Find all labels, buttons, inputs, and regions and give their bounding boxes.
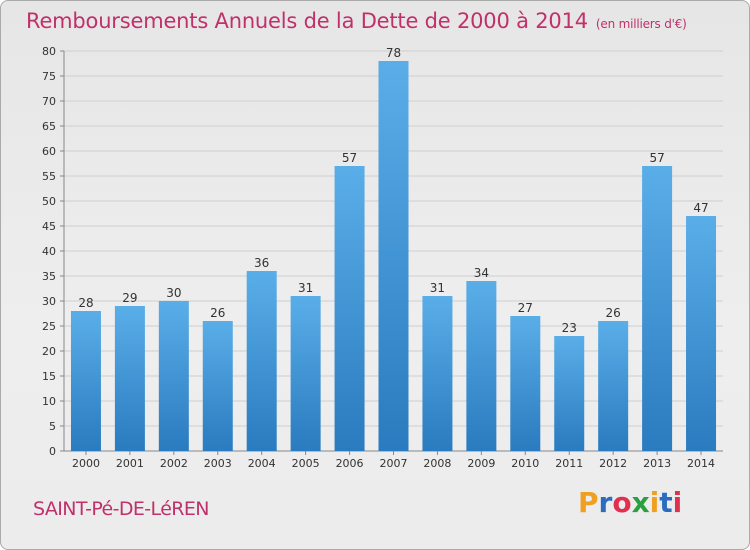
x-tick-label: 2010	[511, 457, 539, 470]
bar-2007	[378, 61, 409, 451]
bar-value-label: 28	[78, 296, 93, 310]
x-tick-label: 2003	[204, 457, 232, 470]
x-tick-label: 2001	[116, 457, 144, 470]
y-tick-label: 55	[42, 170, 56, 183]
x-tick-label: 2014	[687, 457, 715, 470]
location-label: SAINT-Pé-DE-LéREN	[33, 498, 210, 520]
logo-letter: t	[659, 486, 673, 519]
x-tick-label: 2011	[555, 457, 583, 470]
x-tick-label: 2004	[248, 457, 276, 470]
y-tick-label: 20	[42, 345, 56, 358]
y-tick-label: 30	[42, 295, 56, 308]
y-tick-label: 45	[42, 220, 56, 233]
y-tick-label: 60	[42, 145, 56, 158]
logo-letter: P	[578, 486, 599, 519]
labels: 0 5 10 15 20 25 30 35 40 45 50 55 60 65 70 75 80 28 2000 29…	[42, 45, 715, 470]
bar-2011	[554, 336, 585, 451]
proxiti-logo[interactable]: Proxiti	[578, 486, 682, 519]
x-tick-label: 2000	[72, 457, 100, 470]
y-tick-label: 70	[42, 95, 56, 108]
x-tick-label: 2008	[423, 457, 451, 470]
bar-value-label: 30	[166, 286, 181, 300]
chart-title-text: Remboursements Annuels de la Dette de 20…	[26, 9, 588, 33]
bar-value-label: 57	[342, 151, 357, 165]
logo-letter: i	[672, 486, 683, 519]
logo-letter: o	[612, 486, 632, 519]
chart-unit-label: (en milliers d'€)	[595, 17, 687, 31]
y-tick-label: 35	[42, 270, 56, 283]
y-tick-label: 0	[49, 445, 56, 458]
x-tick-label: 2009	[467, 457, 495, 470]
bar-value-label: 26	[210, 306, 225, 320]
x-tick-label: 2006	[336, 457, 364, 470]
x-tick-label: 2013	[643, 457, 671, 470]
bar-value-label: 78	[386, 46, 401, 60]
bar-2008	[422, 296, 453, 451]
bar-value-label: 57	[649, 151, 664, 165]
bar-value-label: 26	[606, 306, 621, 320]
bar-value-label: 29	[122, 291, 137, 305]
y-tick-label: 10	[42, 395, 56, 408]
y-tick-label: 25	[42, 320, 56, 333]
bars	[70, 61, 717, 451]
x-tick-label: 2012	[599, 457, 627, 470]
y-tick-label: 5	[49, 420, 56, 433]
bar-value-label: 47	[693, 201, 708, 215]
bar-2003	[202, 321, 233, 451]
bar-value-label: 23	[562, 321, 577, 335]
bar-2006	[334, 166, 365, 451]
bar-value-label: 27	[518, 301, 533, 315]
bar-2009	[466, 281, 497, 451]
y-tick-label: 40	[42, 245, 56, 258]
bar-2012	[598, 321, 629, 451]
bar-2004	[246, 271, 277, 451]
x-tick-label: 2007	[380, 457, 408, 470]
bar-2002	[158, 301, 189, 451]
bar-value-label: 34	[474, 266, 489, 280]
bar-value-label: 31	[298, 281, 313, 295]
bar-2014	[686, 216, 717, 451]
y-tick-label: 65	[42, 120, 56, 133]
bar-value-label: 31	[430, 281, 445, 295]
bar-value-label: 36	[254, 256, 269, 270]
bar-2005	[290, 296, 321, 451]
bar-2000	[70, 311, 101, 451]
bar-2010	[510, 316, 541, 451]
logo-letter: r	[598, 486, 613, 519]
y-tick-label: 15	[42, 370, 56, 383]
bar-2013	[642, 166, 673, 451]
bar-2001	[114, 306, 145, 451]
x-tick-label: 2002	[160, 457, 188, 470]
y-tick-label: 75	[42, 70, 56, 83]
y-tick-label: 80	[42, 45, 56, 58]
x-tick-label: 2005	[292, 457, 320, 470]
chart-title: Remboursements Annuels de la Dette de 20…	[26, 9, 687, 33]
logo-letter: x	[631, 486, 650, 519]
y-tick-label: 50	[42, 195, 56, 208]
logo-letter: i	[649, 486, 660, 519]
